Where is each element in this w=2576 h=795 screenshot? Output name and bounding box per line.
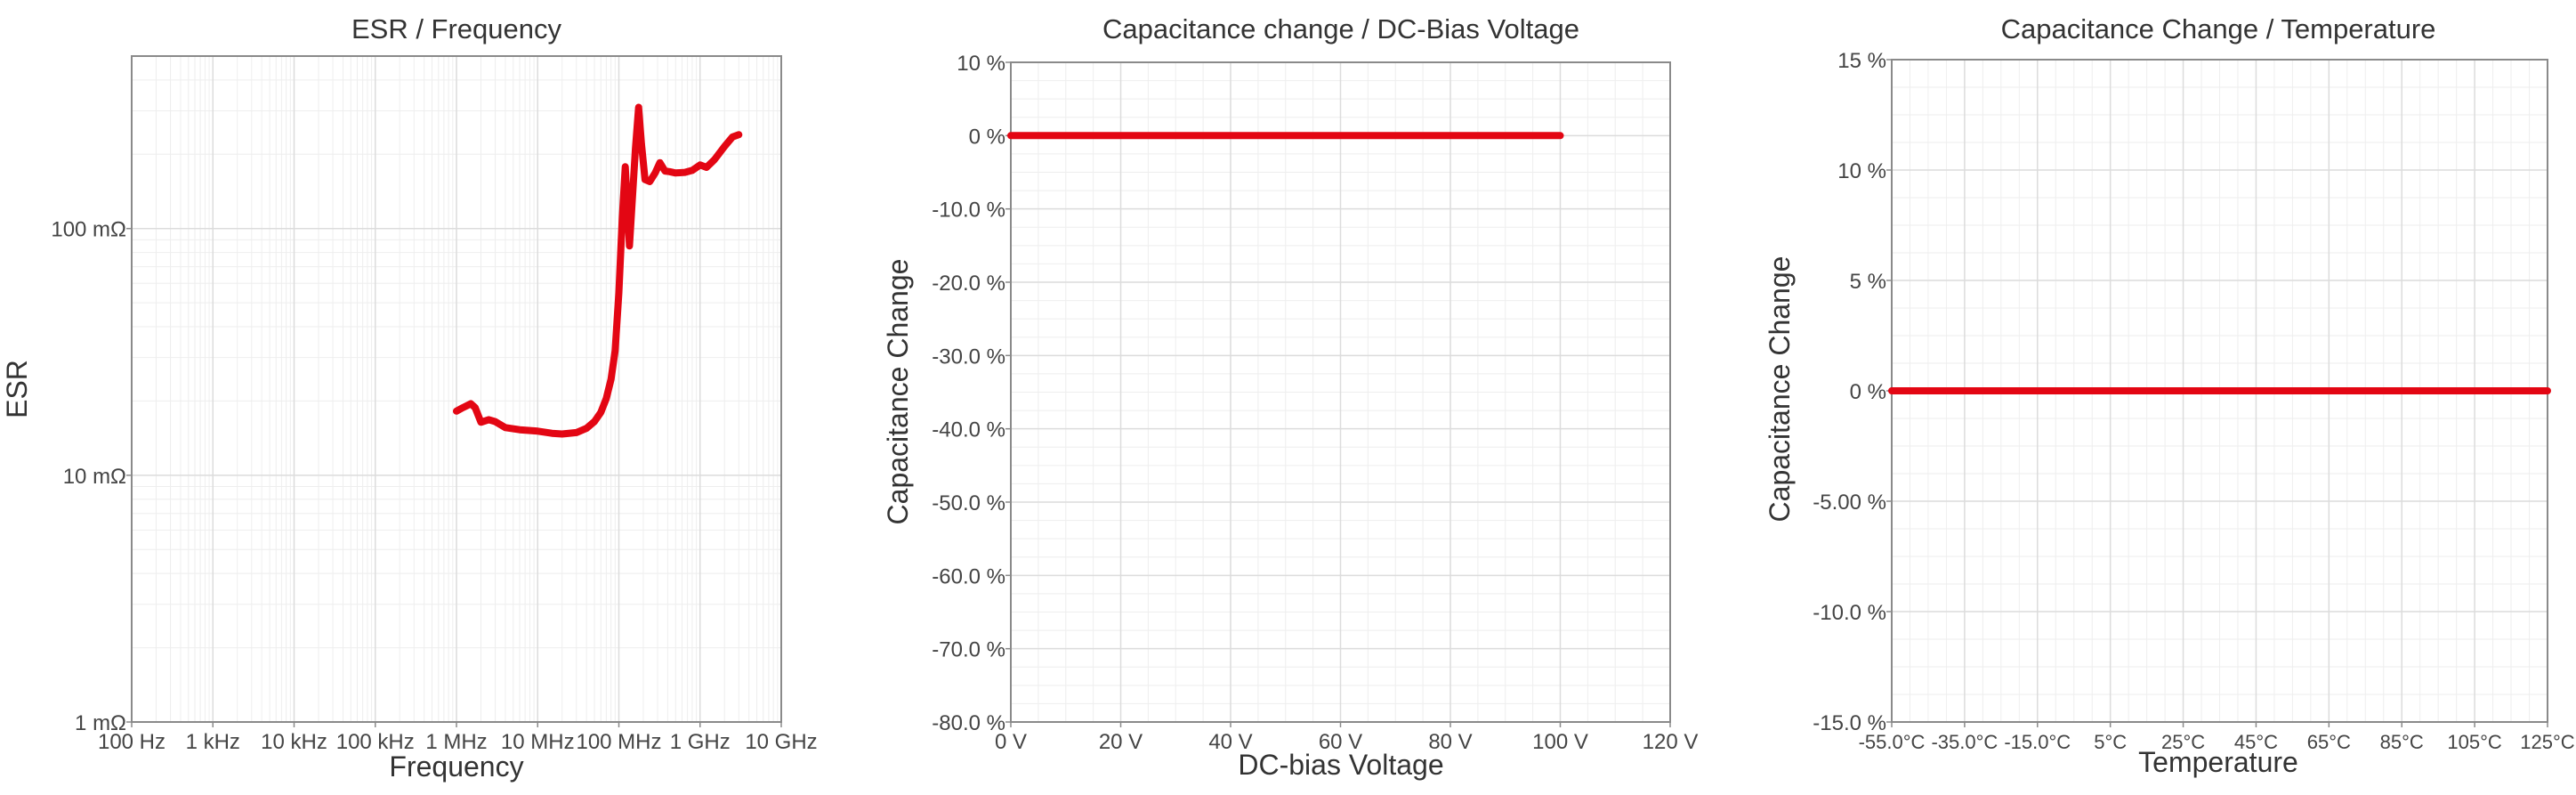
x-tick-label: 125°C xyxy=(2520,731,2575,753)
major-grid xyxy=(1010,61,1671,723)
x-tick-label: 0 V xyxy=(995,730,1027,754)
x-tick-label: -35.0°C xyxy=(1931,731,1998,753)
x-tick-label: -55.0°C xyxy=(1859,731,1926,753)
x-tick-label: 85°C xyxy=(2380,731,2424,753)
y-tick-label: 5 % xyxy=(1850,270,1886,294)
x-tick-label: -15.0°C xyxy=(2004,731,2071,753)
x-tick-label: 80 V xyxy=(1428,730,1472,754)
y-tick-label: -60.0 % xyxy=(932,564,1005,588)
y-tick-label: 1 mΩ xyxy=(75,711,126,735)
x-tick-labels: 100 Hz 1 kHz 10 kHz 100 kHz 1 MHz 10 MHz 100 M… xyxy=(98,722,818,754)
y-tick-label: -50.0 % xyxy=(932,491,1005,515)
x-tick-label: 10 GHz xyxy=(745,730,817,754)
y-tick-label: -20.0 % xyxy=(932,272,1005,296)
y-axis-label: ESR xyxy=(1,360,33,418)
x-tick-label: 10 MHz xyxy=(501,730,575,754)
dc-bias-chart: 0 V 20 V 40 V 60 V 80 V 100 V 120 V 10 % 0 % -10… xyxy=(882,13,1698,781)
x-tick-labels: -55.0°C -35.0°C -15.0°C 5°C 25°C 45°C 65°C 85°C… xyxy=(1859,722,2575,753)
y-tick-label: -5.00 % xyxy=(1813,491,1886,515)
temperature-chart: -55.0°C -35.0°C -15.0°C 5°C 25°C 45°C 65°C 85°C… xyxy=(1764,13,2575,778)
x-tick-label: 10 kHz xyxy=(261,730,327,754)
chart-title: Capacitance Change / Temperature xyxy=(2001,13,2436,45)
chart-title: ESR / Frequency xyxy=(351,13,562,45)
x-tick-label: 20 V xyxy=(1099,730,1143,754)
y-tick-label: 10 mΩ xyxy=(63,465,126,489)
x-axis-label: DC-bias Voltage xyxy=(1238,749,1443,781)
x-axis-label: Temperature xyxy=(2138,746,2298,778)
x-tick-label: 60 V xyxy=(1319,730,1362,754)
y-axis-label: Capacitance Change xyxy=(882,259,914,525)
y-tick-label: -10.0 % xyxy=(932,199,1005,223)
esr-frequency-chart: 100 Hz 1 kHz 10 kHz 100 kHz 1 MHz 10 MHz 100 M… xyxy=(1,13,818,783)
y-tick-label: -30.0 % xyxy=(932,345,1005,369)
x-tick-label: 105°C xyxy=(2447,731,2502,753)
y-tick-labels: 10 % 0 % -10.0 % -20.0 % -30.0 % -40.0 % -50.0… xyxy=(932,52,1011,735)
x-axis-label: Frequency xyxy=(389,750,523,783)
y-axis-label: Capacitance Change xyxy=(1764,256,1796,523)
x-tick-label: 120 V xyxy=(1643,730,1699,754)
y-tick-label: 0 % xyxy=(1850,380,1886,404)
y-tick-label: 100 mΩ xyxy=(51,218,126,242)
y-tick-label: -10.0 % xyxy=(1813,601,1886,625)
y-tick-label: -40.0 % xyxy=(932,418,1005,442)
y-tick-labels: 1 mΩ 10 mΩ 100 mΩ xyxy=(51,218,132,735)
x-tick-label: 5°C xyxy=(2094,731,2127,753)
x-tick-label: 100 kHz xyxy=(336,730,415,754)
series-line-0 xyxy=(453,103,743,438)
y-tick-labels: 15 % 10 % 5 % 0 % -5.00 % -10.0 % -15.0 % xyxy=(1813,49,1892,735)
y-tick-label: -70.0 % xyxy=(932,638,1005,662)
chart-title: Capacitance change / DC-Bias Voltage xyxy=(1102,13,1579,45)
x-tick-label: 1 MHz xyxy=(425,730,487,754)
y-tick-label: -15.0 % xyxy=(1813,711,1886,735)
y-tick-label: 0 % xyxy=(969,125,1005,149)
x-tick-label: 1 GHz xyxy=(670,730,731,754)
y-tick-label: -80.0 % xyxy=(932,711,1005,735)
x-tick-label: 65°C xyxy=(2307,731,2351,753)
y-tick-label: 15 % xyxy=(1837,49,1886,73)
x-tick-label: 25°C xyxy=(2161,731,2205,753)
y-tick-label: 10 % xyxy=(957,52,1005,76)
x-tick-label: 40 V xyxy=(1208,730,1252,754)
x-tick-label: 100 V xyxy=(1532,730,1588,754)
x-tick-labels: 0 V 20 V 40 V 60 V 80 V 100 V 120 V xyxy=(995,722,1698,754)
series-layer xyxy=(453,103,743,438)
x-tick-label: 1 kHz xyxy=(186,730,240,754)
y-tick-label: 10 % xyxy=(1837,159,1886,183)
x-tick-label: 100 Hz xyxy=(98,730,166,754)
x-tick-label: 45°C xyxy=(2234,731,2278,753)
x-tick-label: 100 MHz xyxy=(576,730,661,754)
